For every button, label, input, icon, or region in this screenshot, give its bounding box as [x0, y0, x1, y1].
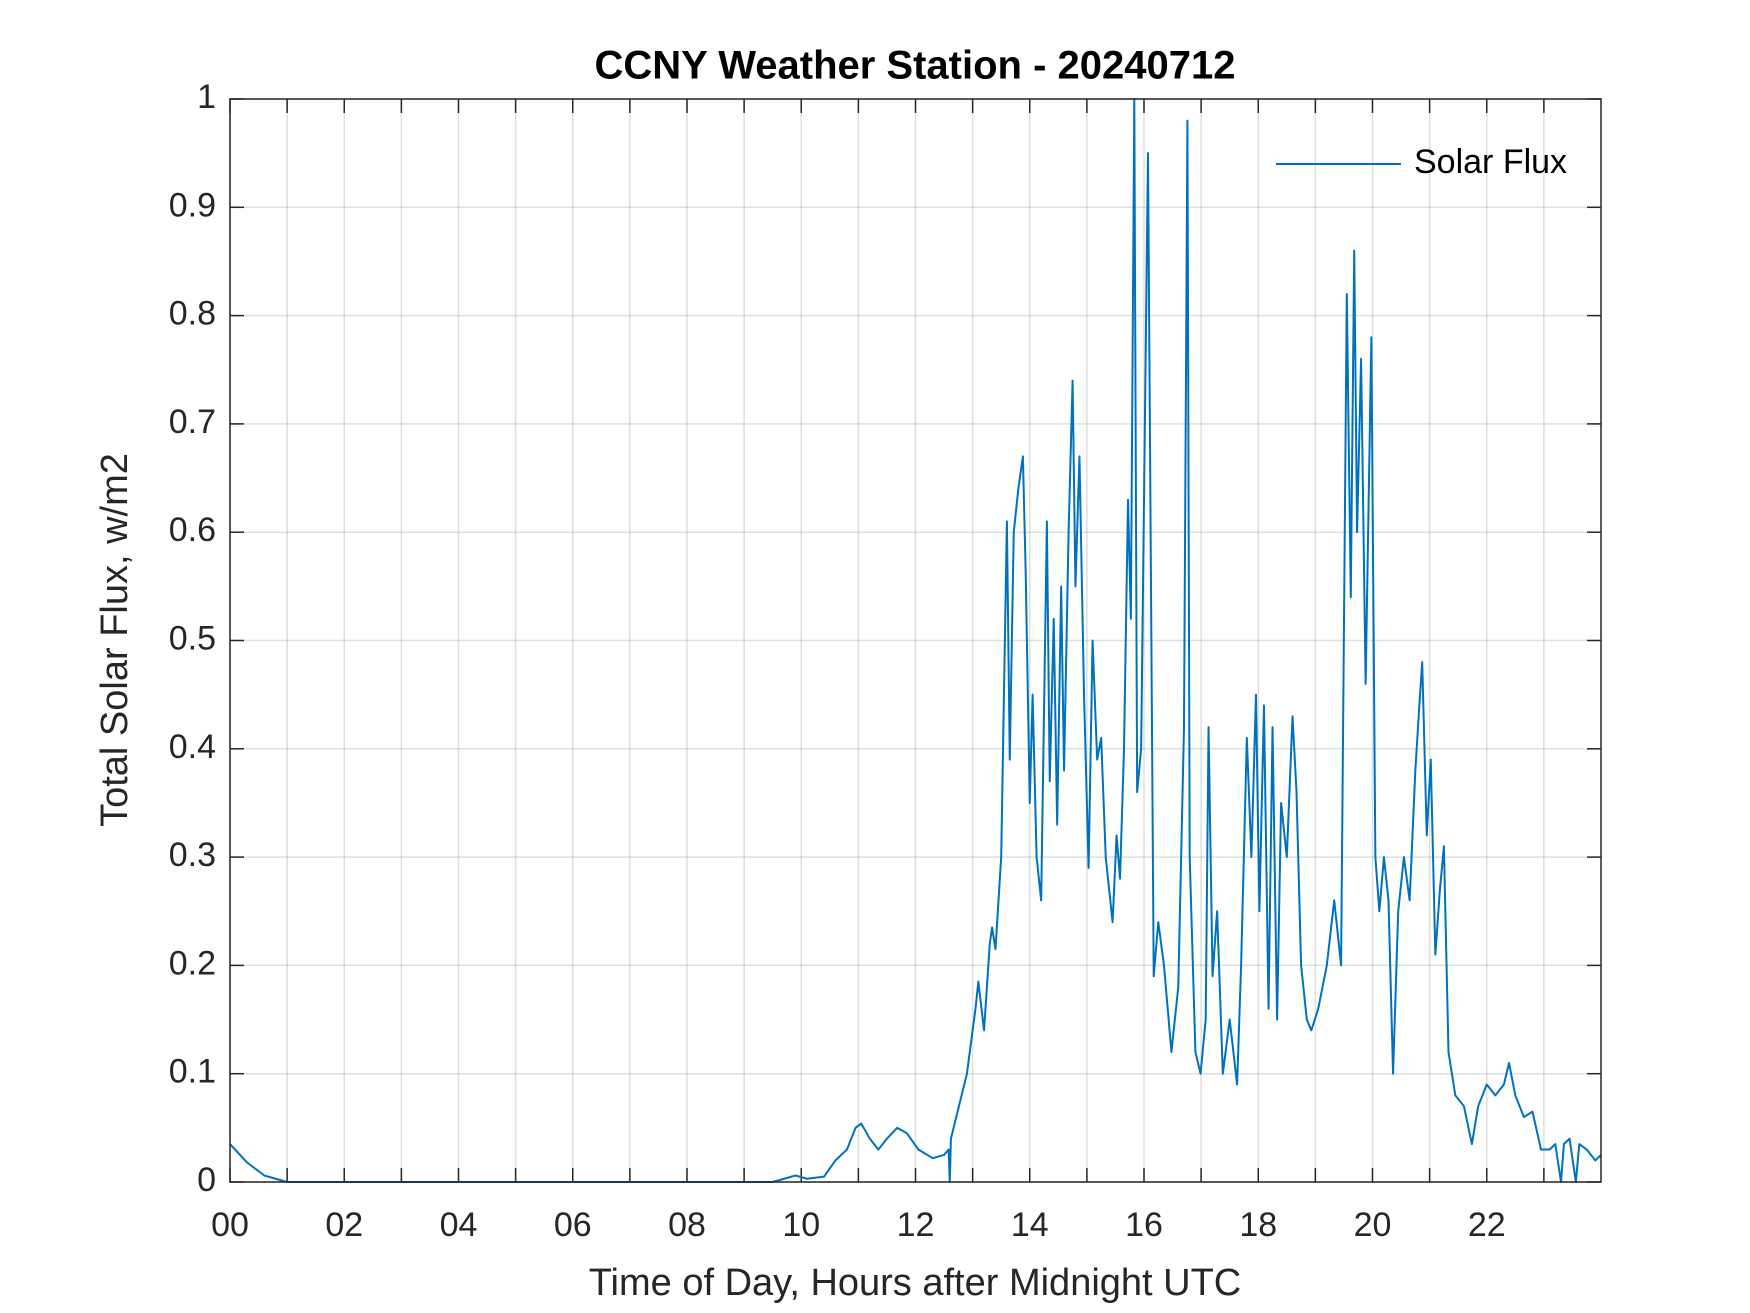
y-tick-label: 0.8 [169, 295, 216, 333]
y-tick-label: 0.3 [169, 836, 216, 874]
x-axis-label: Time of Day, Hours after Midnight UTC [589, 1262, 1242, 1304]
y-tick-label: 0 [197, 1161, 216, 1199]
data-line [229, 98, 1602, 1183]
y-tick-label: 0.9 [169, 186, 216, 224]
x-tick-label: 10 [782, 1206, 820, 1244]
axes-box [229, 98, 1602, 1183]
x-tick-label: 22 [1468, 1206, 1506, 1244]
x-tick-label: 06 [554, 1206, 592, 1244]
x-tick-label: 04 [440, 1206, 478, 1244]
x-tick-label: 20 [1354, 1206, 1392, 1244]
y-tick-label: 1 [197, 78, 216, 116]
x-tick-label: 00 [211, 1206, 249, 1244]
y-tick-label: 0.4 [169, 728, 216, 766]
x-tick-label: 08 [668, 1206, 706, 1244]
y-tick-label: 0.2 [169, 944, 216, 982]
chart-title: CCNY Weather Station - 20240712 [595, 44, 1236, 88]
x-tick-label: 12 [897, 1206, 935, 1244]
y-axis-label: Total Solar Flux, w/m2 [94, 453, 136, 827]
x-tick-label: 16 [1125, 1206, 1163, 1244]
y-tick-label: 0.1 [169, 1053, 216, 1091]
x-tick-label: 18 [1239, 1206, 1277, 1244]
x-tick-label: 02 [325, 1206, 363, 1244]
legend-label: Solar Flux [1414, 143, 1567, 181]
y-tick-label: 0.7 [169, 403, 216, 441]
y-tick-label: 0.5 [169, 619, 216, 657]
y-tick-label: 0.6 [169, 511, 216, 549]
x-tick-label: 14 [1011, 1206, 1049, 1244]
